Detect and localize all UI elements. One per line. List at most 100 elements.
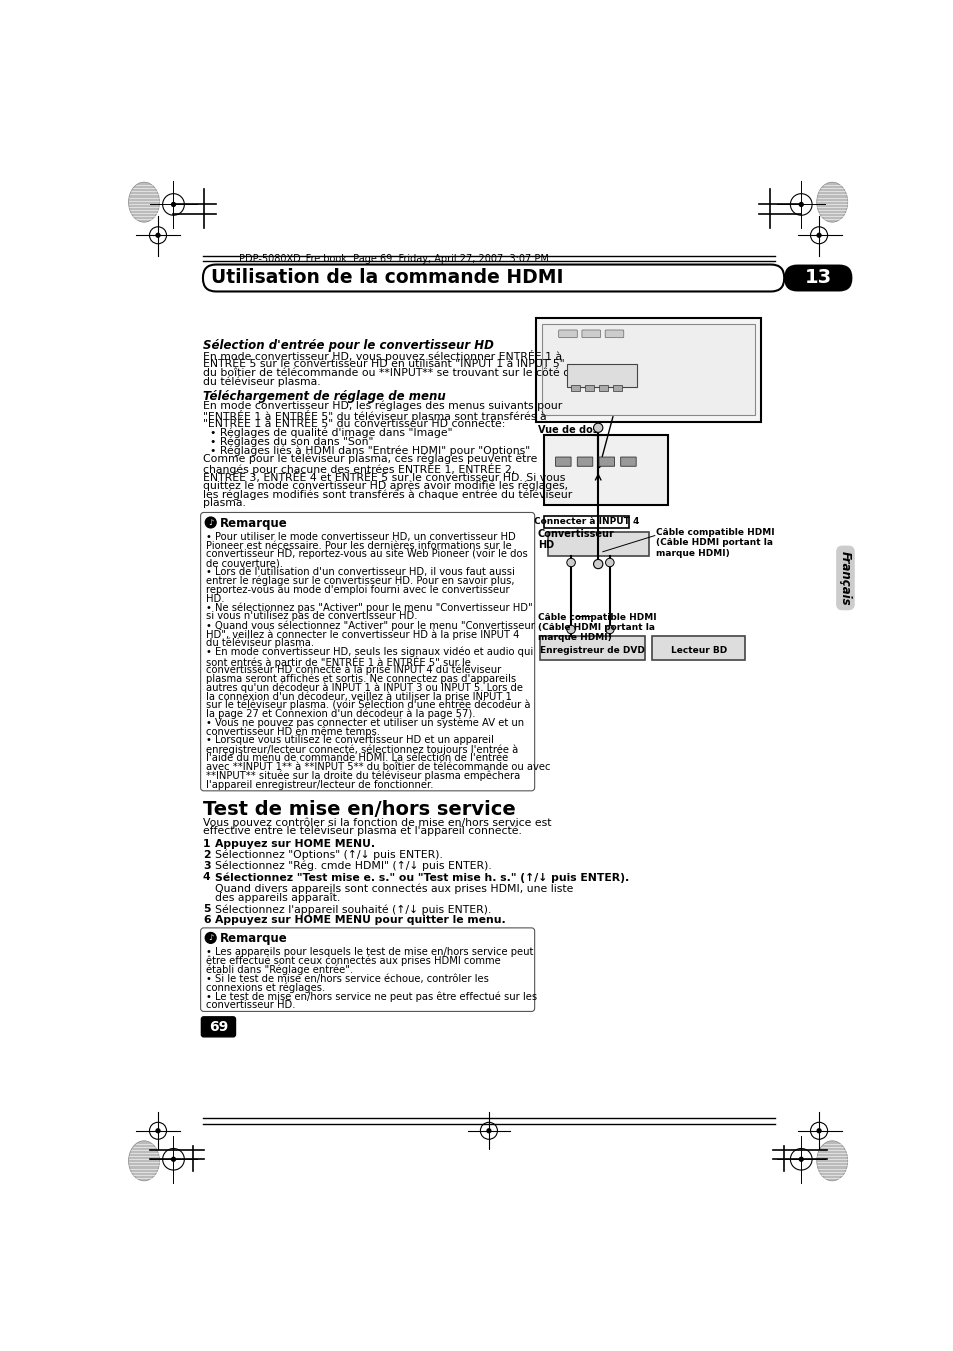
- Circle shape: [605, 626, 614, 634]
- Circle shape: [817, 1129, 821, 1132]
- FancyBboxPatch shape: [567, 363, 637, 386]
- Text: Câble compatible HDMI
(Câble HDMI portant la
marque HDMI): Câble compatible HDMI (Câble HDMI portan…: [537, 612, 656, 642]
- FancyBboxPatch shape: [547, 532, 648, 557]
- FancyBboxPatch shape: [543, 435, 667, 505]
- FancyBboxPatch shape: [604, 330, 623, 338]
- Text: Sélectionnez "Rég. cmde HDMI" (↑/↓ puis ENTER).: Sélectionnez "Rég. cmde HDMI" (↑/↓ puis …: [214, 861, 491, 871]
- FancyBboxPatch shape: [783, 265, 852, 292]
- FancyBboxPatch shape: [203, 265, 783, 292]
- Text: Téléchargement de réglage de menu: Téléchargement de réglage de menu: [203, 390, 445, 403]
- Ellipse shape: [816, 182, 847, 222]
- Text: entrer le réglage sur le convertisseur HD. Pour en savoir plus,: entrer le réglage sur le convertisseur H…: [206, 576, 514, 586]
- FancyBboxPatch shape: [543, 516, 629, 528]
- Circle shape: [593, 423, 602, 432]
- Text: Remarque: Remarque: [220, 932, 288, 946]
- Text: ENTRÉE 5 sur le convertisseur HD en utilisant "INPUT 1 à INPUT 5": ENTRÉE 5 sur le convertisseur HD en util…: [203, 359, 564, 369]
- Text: Sélectionnez "Options" (↑/↓ puis ENTER).: Sélectionnez "Options" (↑/↓ puis ENTER).: [214, 850, 442, 861]
- Circle shape: [817, 234, 821, 238]
- Text: Lecteur BD: Lecteur BD: [670, 646, 726, 655]
- FancyBboxPatch shape: [581, 330, 599, 338]
- Text: Français: Français: [838, 551, 851, 605]
- FancyBboxPatch shape: [584, 385, 594, 390]
- Text: ♪: ♪: [208, 934, 213, 943]
- Circle shape: [156, 234, 160, 238]
- Text: Test de mise en/hors service: Test de mise en/hors service: [203, 800, 516, 819]
- Text: Utilisation de la commande HDMI: Utilisation de la commande HDMI: [211, 267, 562, 288]
- Text: des appareils apparaît.: des appareils apparaît.: [214, 893, 339, 904]
- Circle shape: [205, 517, 216, 528]
- Circle shape: [566, 626, 575, 634]
- Text: **INPUT** située sur la droite du téléviseur plasma empêchera: **INPUT** située sur la droite du télévi…: [206, 771, 519, 781]
- FancyBboxPatch shape: [598, 385, 608, 390]
- Circle shape: [486, 1129, 491, 1132]
- Text: • Le test de mise en/hors service ne peut pas être effectué sur les: • Le test de mise en/hors service ne peu…: [206, 992, 537, 1002]
- Text: effective entre le téléviseur plasma et l'appareil connecté.: effective entre le téléviseur plasma et …: [203, 825, 521, 836]
- FancyBboxPatch shape: [539, 636, 644, 661]
- Text: de couverture).: de couverture).: [206, 558, 283, 569]
- Text: si vous n'utilisez pas de convertisseur HD.: si vous n'utilisez pas de convertisseur …: [206, 612, 417, 621]
- Text: 6: 6: [203, 915, 211, 925]
- Text: enregistreur/lecteur connecté, sélectionnez toujours l'entrée à: enregistreur/lecteur connecté, sélection…: [206, 744, 517, 755]
- Text: • Réglages liés à HDMI dans "Entrée HDMI" pour "Options": • Réglages liés à HDMI dans "Entrée HDMI…: [203, 444, 530, 455]
- Text: la connexion d'un décodeur, veillez à utiliser la prise INPUT 1: la connexion d'un décodeur, veillez à ut…: [206, 692, 512, 701]
- Text: • Les appareils pour lesquels le test de mise en/hors service peut: • Les appareils pour lesquels le test de…: [206, 947, 533, 957]
- FancyBboxPatch shape: [612, 385, 621, 390]
- Text: • Si le test de mise en/hors service échoue, contrôler les: • Si le test de mise en/hors service éch…: [206, 974, 488, 984]
- Text: 5: 5: [203, 904, 211, 915]
- Text: Sélectionnez l'appareil souhaité (↑/↓ puis ENTER).: Sélectionnez l'appareil souhaité (↑/↓ pu…: [214, 904, 491, 915]
- Text: du téléviseur plasma.: du téléviseur plasma.: [203, 377, 320, 388]
- Text: changés pour chacune des entrées ENTRÉE 1, ENTRÉE 2,: changés pour chacune des entrées ENTRÉE …: [203, 463, 515, 474]
- Text: HD.: HD.: [206, 593, 224, 604]
- Text: Connecter à INPUT 4: Connecter à INPUT 4: [534, 517, 639, 526]
- Text: Comme pour le téléviseur plasma, ces réglages peuvent être: Comme pour le téléviseur plasma, ces rég…: [203, 454, 537, 465]
- Text: du téléviseur plasma.: du téléviseur plasma.: [206, 638, 314, 648]
- Text: convertisseur HD, reportez-vous au site Web Pioneer (voir le dos: convertisseur HD, reportez-vous au site …: [206, 550, 527, 559]
- Text: Appuyez sur HOME MENU pour quitter le menu.: Appuyez sur HOME MENU pour quitter le me…: [214, 915, 505, 925]
- Circle shape: [799, 203, 802, 207]
- FancyBboxPatch shape: [558, 330, 577, 338]
- Text: Remarque: Remarque: [220, 516, 288, 530]
- Text: la page 27 et Connexion d'un décodeur à la page 57).: la page 27 et Connexion d'un décodeur à …: [206, 709, 475, 719]
- Text: "ENTRÉE 1 à ENTRÉE 5" du convertisseur HD connecté:: "ENTRÉE 1 à ENTRÉE 5" du convertisseur H…: [203, 419, 505, 428]
- Text: 13: 13: [804, 267, 831, 288]
- Text: plasma.: plasma.: [203, 499, 246, 508]
- FancyBboxPatch shape: [555, 457, 571, 466]
- FancyBboxPatch shape: [652, 636, 744, 661]
- Circle shape: [593, 559, 602, 569]
- Text: 1: 1: [203, 839, 211, 848]
- Text: autres qu'un décodeur à INPUT 1 à INPUT 3 ou INPUT 5. Lors de: autres qu'un décodeur à INPUT 1 à INPUT …: [206, 682, 522, 693]
- Text: "ENTRÉE 1 à ENTRÉE 5" du téléviseur plasma sont transférés à: "ENTRÉE 1 à ENTRÉE 5" du téléviseur plas…: [203, 409, 546, 422]
- Text: Quand divers appareils sont connectés aux prises HDMI, une liste: Quand divers appareils sont connectés au…: [214, 884, 573, 894]
- Text: • Lorsque vous utilisez le convertisseur HD et un appareil: • Lorsque vous utilisez le convertisseur…: [206, 735, 494, 746]
- Text: l'appareil enregistreur/lecteur de fonctionner.: l'appareil enregistreur/lecteur de fonct…: [206, 780, 433, 790]
- Text: ♪: ♪: [208, 517, 213, 527]
- Text: reportez-vous au mode d'emploi fourni avec le convertisseur: reportez-vous au mode d'emploi fourni av…: [206, 585, 509, 594]
- Text: connexions et réglages.: connexions et réglages.: [206, 982, 325, 993]
- Text: • En mode convertisseur HD, seuls les signaux vidéo et audio qui: • En mode convertisseur HD, seuls les si…: [206, 647, 533, 658]
- Ellipse shape: [129, 182, 159, 222]
- FancyBboxPatch shape: [835, 546, 854, 611]
- Circle shape: [156, 1129, 160, 1132]
- FancyBboxPatch shape: [571, 385, 579, 390]
- Text: • Réglages de qualité d'image dans "Image": • Réglages de qualité d'image dans "Imag…: [203, 427, 452, 438]
- Circle shape: [799, 1158, 802, 1162]
- Text: sont entrés à partir de "ENTRÉE 1 à ENTRÉE 5" sur le: sont entrés à partir de "ENTRÉE 1 à ENTR…: [206, 655, 471, 667]
- Circle shape: [205, 932, 216, 943]
- FancyBboxPatch shape: [200, 928, 534, 1012]
- Text: quittez le mode convertisseur HD après avoir modifié les réglages,: quittez le mode convertisseur HD après a…: [203, 481, 567, 490]
- Text: Vue de dos: Vue de dos: [537, 426, 598, 435]
- Text: Vous pouvez contrôler si la fonction de mise en/hors service est: Vous pouvez contrôler si la fonction de …: [203, 817, 551, 828]
- Text: 2: 2: [203, 850, 211, 859]
- Ellipse shape: [129, 1140, 159, 1181]
- Text: sur le téléviseur plasma. (voir Sélection d'une entrée décodeur à: sur le téléviseur plasma. (voir Sélectio…: [206, 700, 530, 711]
- Text: établi dans "Réglage entrée".: établi dans "Réglage entrée".: [206, 965, 353, 975]
- Text: avec **INPUT 1** à **INPUT 5** du boîtier de télécommande ou avec: avec **INPUT 1** à **INPUT 5** du boîtie…: [206, 762, 550, 771]
- Text: 69: 69: [209, 1020, 228, 1034]
- Text: l'aide du menu de commande HDMI. La sélection de l'entrée: l'aide du menu de commande HDMI. La séle…: [206, 753, 508, 763]
- Text: PDP-5080XD_Fre.book  Page 69  Friday, April 27, 2007  3:07 PM: PDP-5080XD_Fre.book Page 69 Friday, Apri…: [239, 253, 549, 263]
- Circle shape: [605, 558, 614, 567]
- Text: 3: 3: [203, 861, 211, 871]
- Text: • Réglages du son dans "Son": • Réglages du son dans "Son": [203, 436, 373, 447]
- Circle shape: [566, 558, 575, 567]
- Text: du boîtier de télécommande ou **INPUT** se trouvant sur le côté droit: du boîtier de télécommande ou **INPUT** …: [203, 367, 588, 378]
